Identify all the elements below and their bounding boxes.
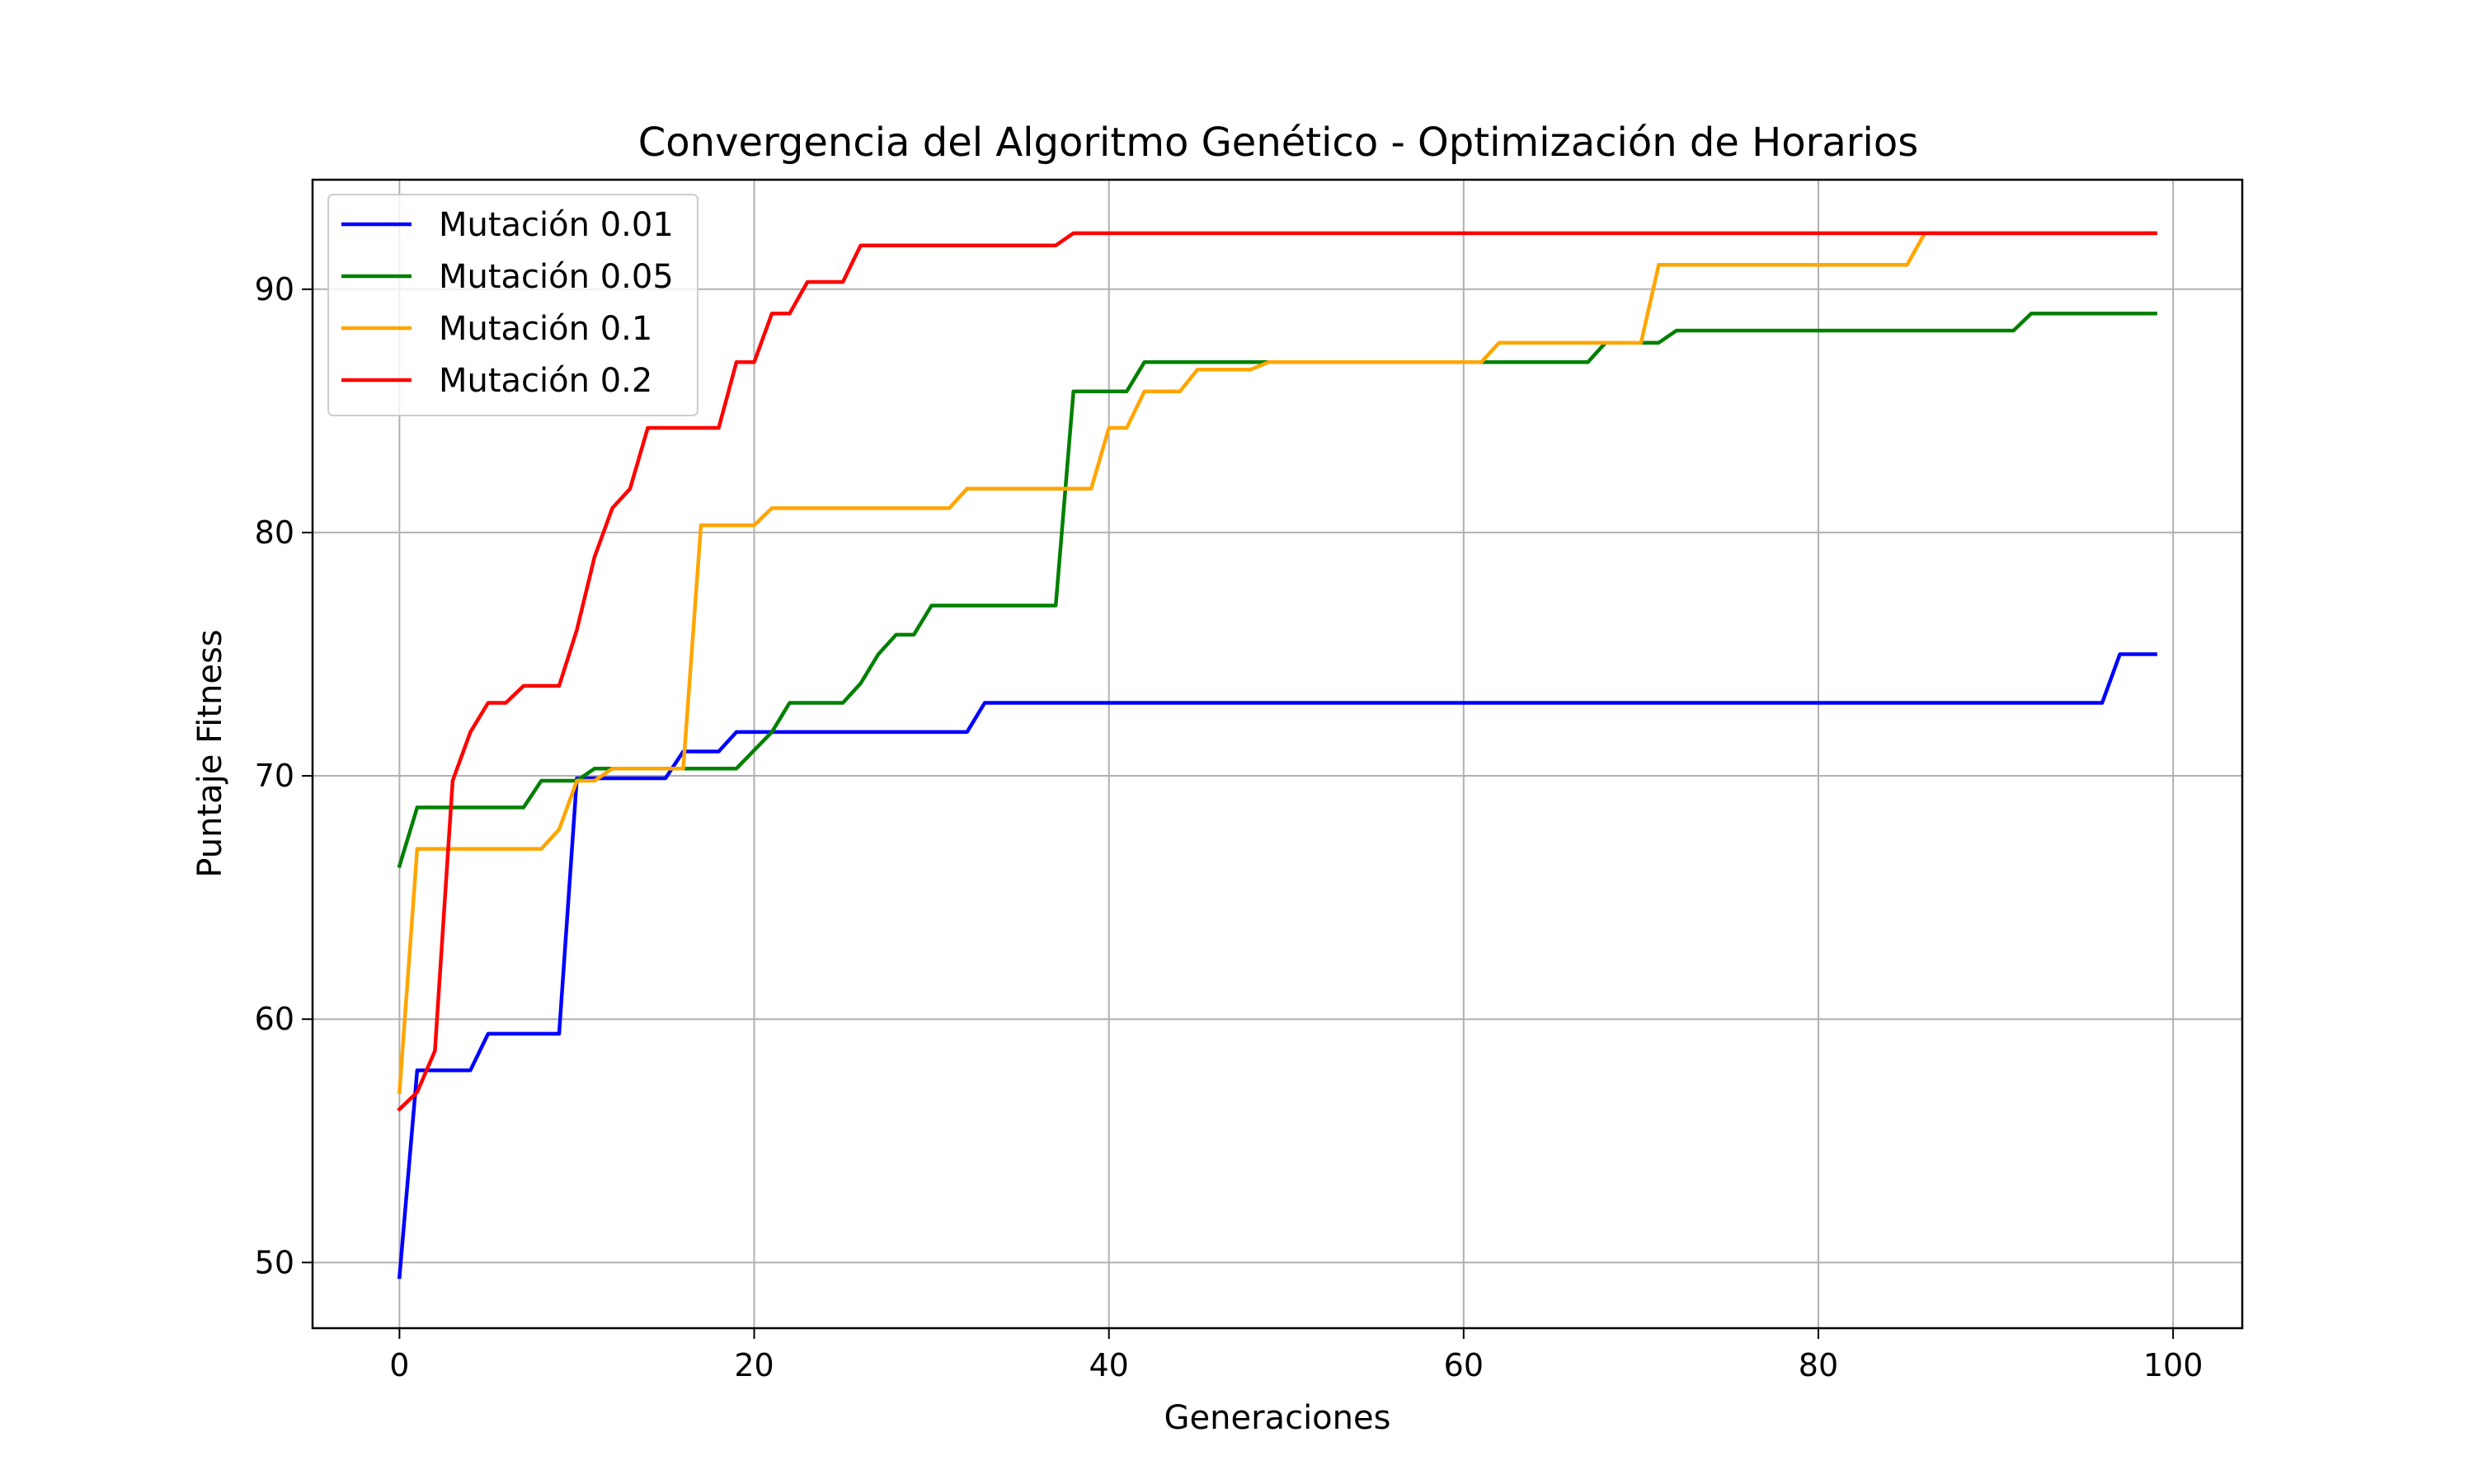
y-tick-label: 70 [255,758,294,794]
x-tick-label: 0 [389,1347,409,1383]
legend-label: Mutación 0.1 [439,310,652,348]
x-tick-label: 100 [2143,1347,2204,1383]
plot-frame [311,178,2244,1330]
legend: Mutación 0.01 Mutación 0.05 Mutación 0.1 Mu… [327,194,698,416]
series-lines [397,231,2157,1280]
series-line-4 [397,231,2157,1112]
axis-ticks: 0 20 40 60 80 100 50 60 70 80 90 [255,271,2204,1383]
y-axis-label: Puntaje Fitness [191,629,229,877]
x-tick-label: 60 [1444,1347,1484,1383]
y-tick-label: 90 [255,271,294,308]
legend-label: Mutación 0.05 [439,258,674,296]
y-tick-label: 80 [255,514,294,551]
x-tick-label: 40 [1089,1347,1129,1383]
x-axis-label: Generaciones [1164,1399,1391,1437]
x-tick-label: 80 [1799,1347,1838,1383]
y-tick-label: 50 [255,1244,294,1280]
x-tick-label: 20 [734,1347,774,1383]
y-tick-label: 60 [255,1001,294,1037]
legend-label: Mutación 0.01 [439,206,674,244]
legend-label: Mutación 0.2 [439,362,652,400]
grid-lines [313,180,2242,1328]
series-line-3 [397,231,2157,1095]
chart-title: Convergencia del Algoritmo Genético - Op… [638,120,1918,166]
legend-box [327,194,698,416]
